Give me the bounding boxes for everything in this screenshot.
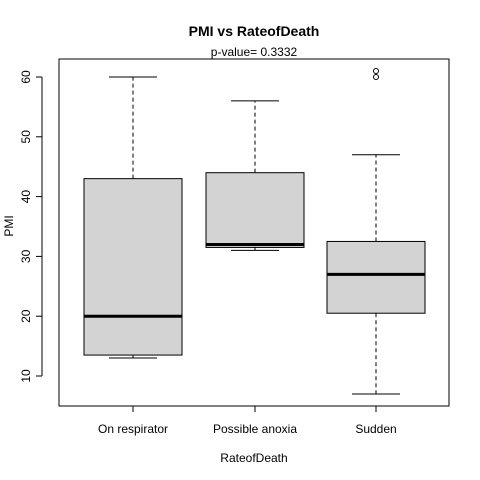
chart-title: PMI vs RateofDeath (189, 23, 320, 39)
y-tick-label-30: 30 (19, 249, 33, 263)
x-axis: On respirator Possible anoxia Sudden (98, 405, 397, 436)
y-tick-label-50: 50 (19, 130, 33, 144)
outlier-sudden-1 (373, 68, 379, 75)
x-tick-label-possible-anoxia: Possible anoxia (213, 422, 297, 436)
y-tick-label-60: 60 (19, 70, 33, 84)
y-axis-label: PMI (2, 215, 16, 236)
outlier-sudden-0 (373, 74, 379, 80)
y-tick-label-10: 10 (19, 369, 33, 383)
x-tick-label-on-respirator: On respirator (98, 422, 168, 436)
box-sudden (326, 240, 426, 314)
box-group (83, 68, 426, 395)
box-possible-anoxia (205, 172, 305, 248)
box-on-respirator (83, 178, 183, 356)
y-axis: 10 20 30 40 50 60 (19, 70, 43, 383)
x-axis-label: RateofDeath (220, 451, 287, 465)
y-tick-label-40: 40 (19, 190, 33, 204)
chart-subtitle: p-value= 0.3332 (211, 45, 298, 59)
x-tick-label-sudden: Sudden (355, 422, 396, 436)
y-tick-label-20: 20 (19, 309, 33, 323)
